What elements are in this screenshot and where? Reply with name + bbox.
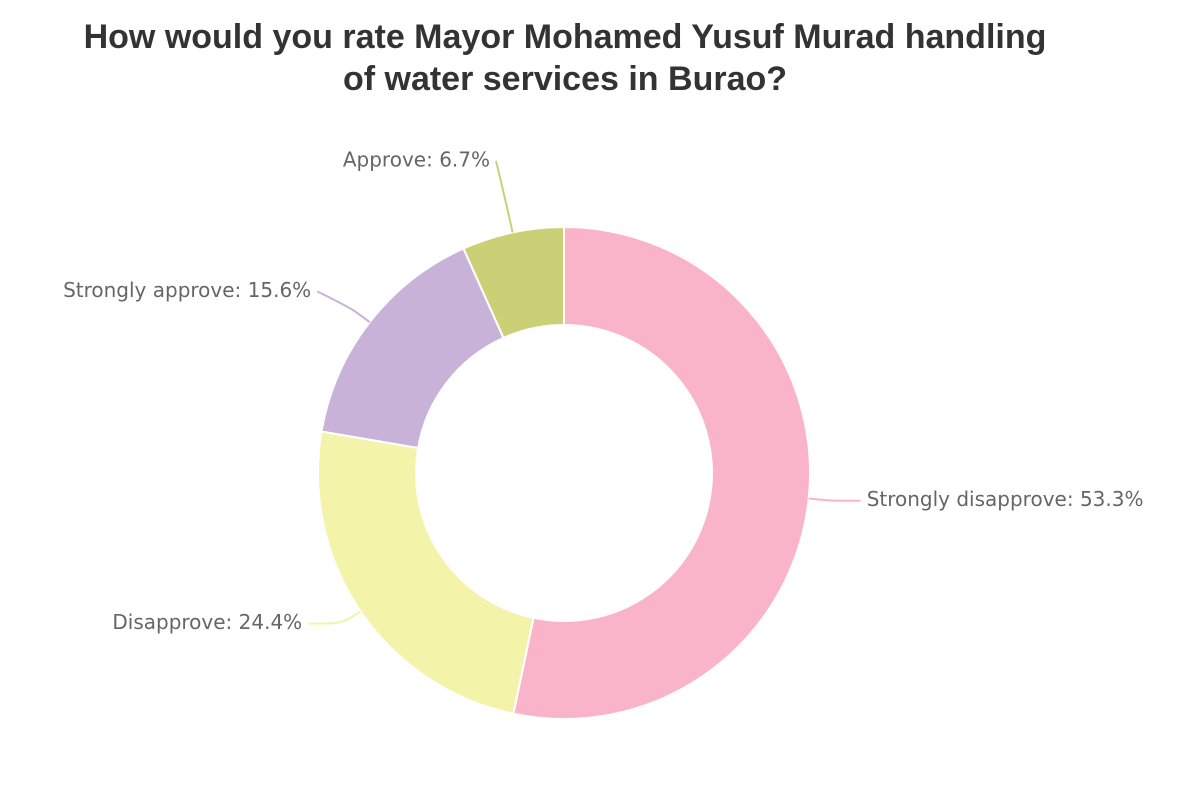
connector-disapprove [308,610,362,625]
label-strongly-disapprove: Strongly disapprove: 53.3% [867,487,1144,511]
chart-title: How would you rate Mayor Mohamed Yusuf M… [0,16,1130,100]
donut-slices [317,225,811,720]
chart-title-line-2: of water services in Burao? [342,60,788,98]
label-approve: Approve: 6.7% [343,147,490,171]
label-connectors [308,160,861,625]
slice-disapprove[interactable] [317,430,535,715]
connector-strongly-approve [316,290,371,324]
connector-strongly-disapprove [808,497,861,502]
slice-labels: Strongly disapprove: 53.3% Disapprove: 24… [63,147,1143,634]
slice-approve[interactable] [462,225,565,340]
slice-strongly-disapprove[interactable] [512,225,811,720]
chart-title-line-1: How would you rate Mayor Mohamed Yusuf M… [83,18,1047,56]
label-strongly-approve: Strongly approve: 15.6% [63,278,311,302]
label-disapprove: Disapprove: 24.4% [112,610,302,634]
connector-approve [495,160,514,233]
